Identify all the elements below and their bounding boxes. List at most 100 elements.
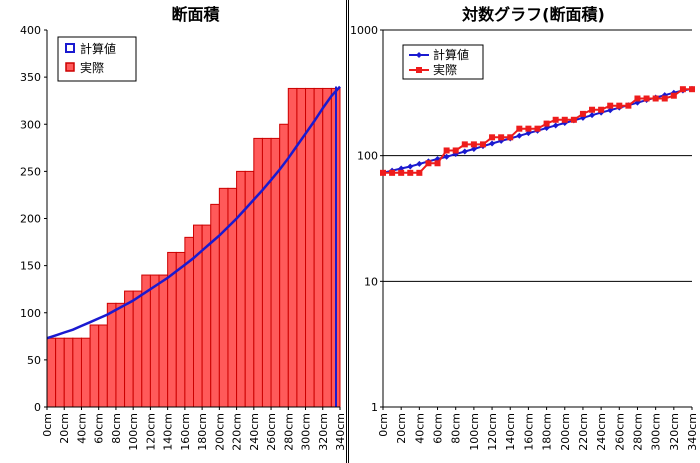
marker-actual	[380, 169, 386, 176]
marker-calculated	[552, 122, 559, 129]
marker-actual	[670, 92, 677, 99]
legend-swatch-calculated	[65, 43, 75, 53]
x-tick-label: 320cm	[668, 413, 681, 451]
bar-segment	[149, 274, 160, 408]
marker-actual	[570, 116, 577, 123]
y-tick-label: 50	[27, 354, 41, 367]
marker-actual	[534, 125, 541, 132]
panel-divider	[346, 0, 347, 463]
bar-segment	[322, 87, 332, 408]
y-tick-label: 100	[20, 307, 41, 320]
bar-segment	[158, 274, 169, 408]
marker-actual	[452, 147, 459, 154]
marker-actual	[479, 141, 486, 148]
x-tick-label: 320cm	[317, 413, 330, 451]
x-tick-label: 100cm	[468, 413, 481, 451]
marker-actual	[625, 102, 632, 109]
x-tick-label: 60cm	[93, 413, 106, 444]
x-tick-label: 280cm	[282, 413, 295, 451]
chart-title: 対数グラフ(断面積)	[461, 5, 605, 24]
marker-calculated	[443, 153, 450, 160]
marker-calculated	[525, 130, 532, 137]
marker-calculated	[470, 145, 477, 152]
left-chart-panel: 断面積 0 50 100 150 200 250 300 350 400 0cm 20cm 40cm 60…	[0, 0, 346, 463]
legend-swatch-calculated-marker	[416, 52, 422, 58]
marker-actual	[416, 169, 423, 176]
marker-calculated	[489, 140, 496, 147]
marker-calculated	[607, 107, 614, 114]
x-tick-label: 200cm	[559, 413, 572, 451]
marker-actual	[470, 141, 477, 148]
marker-actual	[679, 86, 686, 93]
log-chart-svg: 対数グラフ(断面積) 1 10 100 1000 0cm 20cm 40cm 60cm 80cm 1…	[350, 5, 699, 451]
bar-segment	[63, 337, 74, 408]
y-tick-label: 350	[20, 71, 41, 84]
x-tick-label: 200cm	[213, 413, 226, 451]
x-tick-label: 40cm	[75, 413, 88, 444]
y-tick-label: 1	[371, 401, 378, 414]
x-tick-label: 280cm	[631, 413, 644, 451]
panel-divider-2	[348, 0, 349, 463]
x-tick-label: 240cm	[248, 413, 261, 451]
marker-actual	[579, 110, 586, 117]
x-tick-label: 60cm	[432, 413, 445, 444]
area-chart-svg: 断面積 0 50 100 150 200 250 300 350 400 0cm 20cm 40cm 60…	[20, 5, 346, 451]
bar-segment	[80, 337, 91, 408]
marker-actual	[489, 134, 496, 141]
marker-actual	[389, 169, 396, 176]
right-chart-panel: 対数グラフ(断面積) 1 10 100 1000 0cm 20cm 40cm 60cm 80cm 1…	[347, 0, 700, 463]
marker-actual	[525, 125, 532, 132]
marker-actual	[598, 106, 605, 113]
bar-segment	[89, 324, 100, 408]
bar-segment	[106, 302, 117, 408]
marker-actual	[652, 95, 659, 102]
x-tick-label: 180cm	[541, 413, 554, 451]
bar-segment	[218, 187, 229, 408]
x-tick-label: 80cm	[450, 413, 463, 444]
x-tick-label: 160cm	[179, 413, 192, 451]
x-tick-label: 0cm	[377, 413, 390, 437]
bar-segment	[313, 87, 324, 408]
x-tick-label: 100cm	[127, 413, 140, 451]
x-tick-label: 140cm	[504, 413, 517, 451]
legend-label-calculated: 計算値	[80, 41, 116, 56]
bar-segment	[201, 224, 212, 408]
marker-actual	[425, 160, 432, 167]
x-tick-label: 240cm	[595, 413, 608, 451]
bar-segment	[132, 290, 143, 408]
y-tick-label: 250	[20, 165, 41, 178]
x-tick-label: 80cm	[110, 413, 123, 444]
bar-segment	[72, 337, 82, 408]
chart-title: 断面積	[171, 5, 220, 24]
y-tick-label: 1000	[350, 24, 378, 37]
marker-calculated	[516, 132, 523, 139]
bar-segment	[261, 137, 272, 408]
y-tick-label: 300	[20, 118, 41, 131]
bar-segment	[287, 87, 298, 408]
marker-actual	[516, 125, 523, 132]
bar-segment	[210, 203, 220, 408]
bar-segment	[55, 337, 65, 408]
marker-actual	[543, 120, 550, 127]
marker-actual	[461, 141, 468, 148]
x-tick-label: 120cm	[486, 413, 499, 451]
bar-segment	[115, 302, 126, 408]
legend-swatch-actual-marker	[416, 67, 422, 73]
marker-actual	[634, 95, 641, 102]
bar-segment	[46, 337, 57, 408]
marker-actual	[561, 116, 568, 123]
bar-segment	[305, 87, 315, 408]
x-tick-label: 160cm	[522, 413, 535, 451]
legend-label-calculated: 計算値	[433, 47, 469, 62]
marker-actual	[407, 169, 414, 176]
marker-actual	[616, 102, 623, 109]
bar-segment	[253, 137, 263, 408]
marker-actual	[498, 134, 505, 141]
legend-swatch-actual	[65, 62, 75, 72]
marker-actual	[398, 169, 405, 176]
y-tick-label: 200	[20, 213, 41, 226]
marker-actual	[434, 160, 441, 167]
bar-segment	[175, 251, 186, 408]
series-line-calculated	[46, 85, 341, 340]
